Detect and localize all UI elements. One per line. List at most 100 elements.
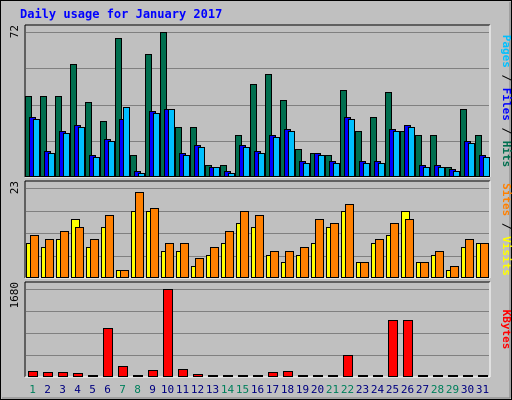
x-tick-label: 15 — [236, 383, 249, 396]
bar-sites-16: 16: 16 — [255, 215, 264, 278]
bar-sites-21: 21: 14 — [330, 223, 339, 278]
bar-pages-16: 16: 12 — [258, 153, 265, 177]
bar-kbytes-21: 21: 40 — [328, 375, 338, 377]
legend-item: KBytes — [500, 310, 512, 350]
bar-pages-31: 31: 10 — [483, 157, 490, 177]
x-tick-label: 31 — [476, 383, 489, 396]
bar-pages-15: 15: 15 — [243, 147, 250, 177]
legend-separator: / — [500, 216, 512, 236]
bar-kbytes-27: 27: 30 — [418, 375, 428, 377]
bar-pages-13: 13: 5 — [213, 167, 220, 177]
bar-kbytes-26: 26: 1080 — [403, 320, 413, 377]
bar-sites-10: 10: 9 — [165, 243, 174, 278]
x-axis-labels: 1 2 3 4 5 6 7 8 9 10 11 12 13 14 15 16 17 18 19 20 21 22 23 24 2… — [29, 383, 489, 396]
series-kbytes: 1: 110 2: 100 3: 90 4: 70 5: 30 6: 940 7: 210 8… — [28, 289, 488, 377]
bar-kbytes-29: 29: 30 — [448, 375, 458, 377]
x-tick-label: 13 — [206, 383, 219, 396]
bar-pages-19: 19: 7 — [303, 163, 310, 177]
x-tick-label: 24 — [371, 383, 385, 396]
x-tick-label: 22 — [341, 383, 354, 396]
bar-hits-17: 17: 51 — [265, 74, 272, 177]
x-tick-label: 6 — [104, 383, 111, 396]
bar-hits-8: 8: 11 — [130, 155, 137, 177]
bar-pages-9: 9: 32 — [153, 113, 160, 177]
bar-pages-5: 5: 10 — [93, 157, 100, 177]
bar-pages-30: 30: 17 — [468, 143, 475, 177]
bar-sites-4: 4: 13 — [75, 227, 84, 278]
bar-pages-12: 12: 15 — [198, 147, 205, 177]
bar-kbytes-6: 6: 940 — [103, 328, 113, 377]
legend-separator: / — [500, 121, 512, 141]
series-hits: 1: 402: 403: 404: 565: 376: 287: 698: 11… — [25, 32, 482, 177]
bar-kbytes-13: 13: 40 — [208, 375, 218, 377]
bar-kbytes-7: 7: 210 — [118, 366, 128, 377]
x-tick-label: 27 — [416, 383, 429, 396]
bar-sites-24: 24: 10 — [375, 239, 384, 278]
x-tick-label: 21 — [326, 383, 339, 396]
bar-sites-8: 8: 22 — [135, 192, 144, 278]
bar-pages-22: 22: 29 — [348, 119, 355, 177]
bar-pages-1: 1: 29 — [33, 119, 40, 177]
bar-pages-28: 28: 5 — [438, 167, 445, 177]
bar-sites-20: 20: 15 — [315, 219, 324, 278]
bar-kbytes-25: 25: 1080 — [388, 320, 398, 377]
bar-pages-23: 23: 7 — [363, 163, 370, 177]
x-tick-label: 17 — [266, 383, 279, 396]
bar-hits-7: 7: 69 — [115, 38, 122, 177]
bar-pages-8: 8: 2 — [138, 173, 145, 177]
bar-pages-24: 24: 7 — [378, 163, 385, 177]
bar-pages-2: 2: 12 — [48, 153, 55, 177]
bar-sites-15: 15: 17 — [240, 211, 249, 278]
x-tick-label: 20 — [311, 383, 324, 396]
series-sites: 1: 11 2: 10 3: 12 4: 13 5: 10 6: 16 7: 2 8: 22 9… — [30, 192, 489, 278]
bar-pages-25: 25: 23 — [393, 131, 400, 177]
bar-sites-1: 1: 11 — [30, 235, 39, 278]
bar-sites-28: 28: 7 — [435, 251, 444, 278]
bar-pages-7: 7: 35 — [123, 107, 130, 177]
bar-sites-29: 29: 3 — [450, 266, 459, 278]
y-max-label: 72 — [8, 25, 21, 38]
x-tick-label: 14 — [221, 383, 235, 396]
panel-legend: Pages / Files / Hits — [500, 35, 512, 168]
bar-hits-4: 4: 56 — [70, 64, 77, 177]
x-tick-label: 3 — [59, 383, 66, 396]
legend-item: Pages — [500, 35, 512, 68]
bar-hits-2: 2: 40 — [40, 96, 47, 177]
bar-hits-11: 11: 25 — [175, 127, 182, 177]
bar-pages-4: 4: 25 — [78, 127, 85, 177]
bar-sites-5: 5: 10 — [90, 239, 99, 278]
panel-legend: Sites / Visits — [500, 183, 512, 276]
panel-3: 1680 KBytes 1: 110 2: 100 3: 90 4: 70 5: 30 6: … — [8, 281, 512, 378]
bar-hits-28: 28: 21 — [430, 135, 437, 177]
bar-kbytes-18: 18: 110 — [283, 371, 293, 377]
series-pages: 1: 29 2: 12 3: 22 4: 25 5: 10 6: 18 7: 35 8: 2 9… — [33, 107, 490, 177]
bar-sites-3: 3: 12 — [60, 231, 69, 278]
bar-sites-22: 22: 19 — [345, 204, 354, 278]
bar-sites-26: 26: 15 — [405, 219, 414, 278]
bar-kbytes-23: 23: 30 — [358, 375, 368, 377]
bar-kbytes-19: 19: 30 — [298, 375, 308, 377]
x-tick-label: 4 — [74, 383, 81, 396]
bar-sites-31: 31: 9 — [480, 243, 489, 278]
bar-sites-9: 9: 18 — [150, 208, 159, 278]
bar-kbytes-17: 17: 100 — [268, 372, 278, 377]
bar-sites-18: 18: 7 — [285, 251, 294, 278]
x-tick-label: 29 — [446, 383, 459, 396]
bar-kbytes-11: 11: 150 — [178, 369, 188, 377]
bar-sites-27: 27: 4 — [420, 262, 429, 278]
bar-kbytes-20: 20: 40 — [313, 375, 323, 377]
x-tick-label: 26 — [401, 383, 414, 396]
bar-kbytes-30: 30: 40 — [463, 375, 473, 377]
bar-pages-3: 3: 22 — [63, 133, 70, 177]
x-tick-label: 18 — [281, 383, 294, 396]
bar-hits-24: 24: 30 — [370, 117, 377, 177]
x-tick-label: 16 — [251, 383, 264, 396]
bar-kbytes-31: 31: 40 — [478, 375, 488, 377]
bar-sites-7: 7: 2 — [120, 270, 129, 278]
bar-pages-20: 20: 11 — [318, 155, 325, 177]
x-tick-label: 30 — [461, 383, 474, 396]
bar-kbytes-15: 15: 40 — [238, 375, 248, 377]
bar-hits-23: 23: 23 — [355, 131, 362, 177]
panel-area — [25, 282, 490, 377]
